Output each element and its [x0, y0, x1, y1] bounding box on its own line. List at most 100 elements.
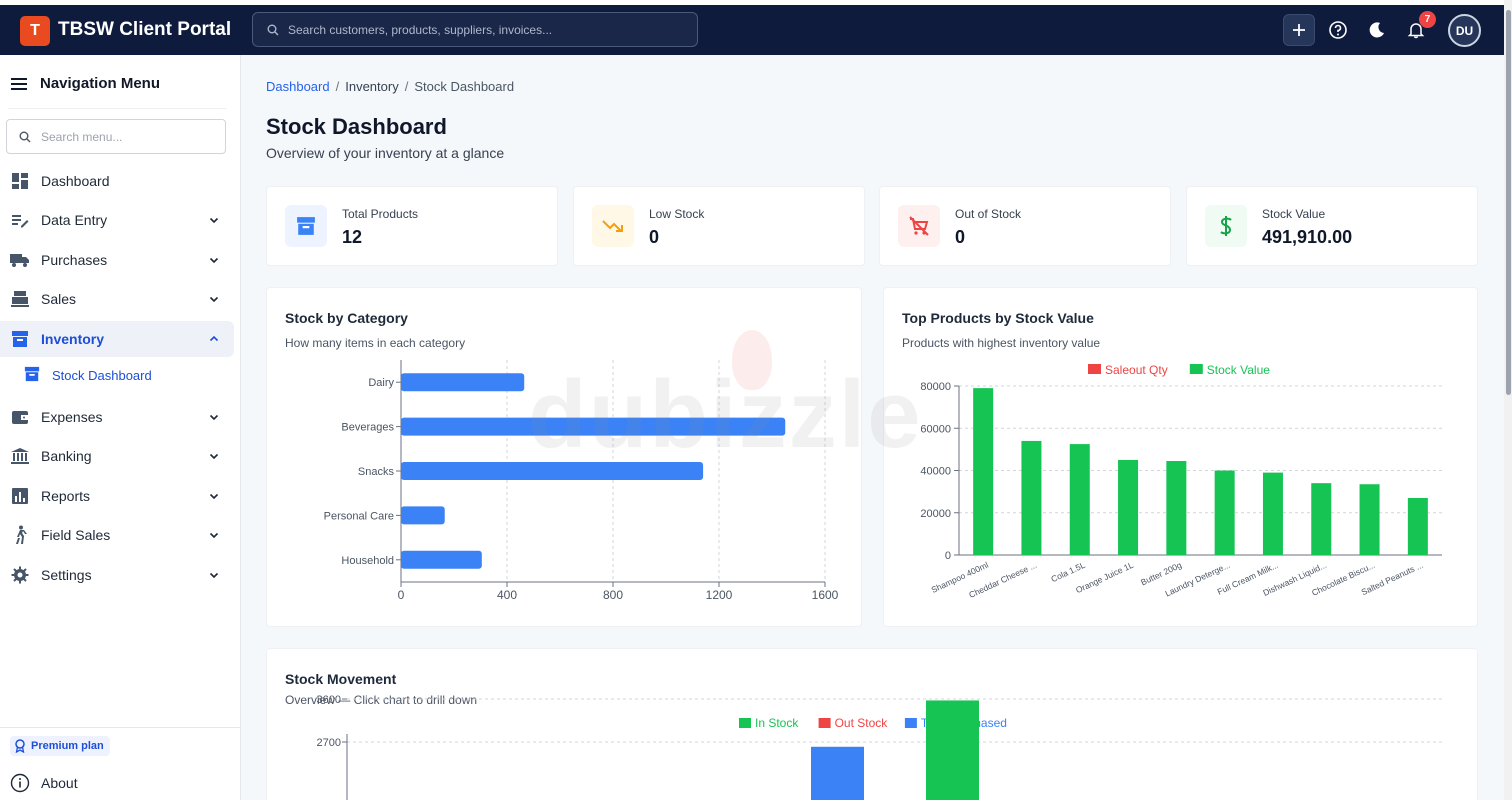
kpi-value: 0 [955, 227, 966, 247]
sidebar-item-inventory[interactable]: Inventory [0, 321, 234, 357]
legend-label: Out Stock [835, 716, 889, 730]
chevron-down-icon[interactable] [208, 490, 220, 502]
sidebar-item-data-entry[interactable]: Data Entry [0, 202, 234, 238]
sidebar-item-label: Inventory [41, 331, 105, 347]
x-tick-label: 1600 [812, 588, 839, 602]
stock-by-category-chart[interactable]: 0 400 800 1200 1600 Dairy Beverages Snacks Perso… [267, 288, 863, 628]
sidebar-item-about[interactable]: About [0, 770, 234, 796]
kpi-card-out-of-stock[interactable]: Out of Stock 0 [879, 186, 1171, 266]
archive-icon [285, 205, 327, 247]
hamburger-icon[interactable] [10, 77, 28, 91]
premium-plan-badge[interactable]: Premium plan [10, 736, 110, 756]
kpi-card-total-products[interactable]: Total Products 12 [266, 186, 558, 266]
chevron-down-icon[interactable] [208, 450, 220, 462]
bar [1214, 470, 1235, 555]
dollar-icon [1205, 205, 1247, 247]
kpi-label: Out of Stock [955, 207, 1022, 221]
x-tick-label: 1200 [706, 588, 733, 602]
breadcrumb: Dashboard / Inventory / Stock Dashboard [266, 79, 514, 94]
header-bar: T TBSW Client Portal 7 DU [0, 5, 1504, 55]
sidebar-item-banking[interactable]: Banking [0, 438, 234, 474]
premium-plan-label: Premium plan [31, 740, 104, 752]
legend-swatch [739, 718, 751, 728]
divider [8, 108, 226, 109]
help-button[interactable] [1322, 14, 1354, 46]
kpi-card-low-stock[interactable]: Low Stock 0 [573, 186, 865, 266]
cart-off-icon [898, 205, 940, 247]
card-title: Stock Movement [285, 671, 397, 687]
sidebar-item-label: Field Sales [41, 527, 111, 543]
notification-badge: 7 [1419, 11, 1436, 28]
truck-icon [10, 250, 30, 270]
register-icon [10, 289, 30, 309]
chevron-down-icon[interactable] [208, 254, 220, 266]
app-logo[interactable]: T [20, 16, 50, 46]
legend-label: In Stock [755, 716, 799, 730]
breadcrumb-inventory-link[interactable]: Inventory [345, 79, 399, 94]
bar [401, 373, 525, 392]
chevron-down-icon[interactable] [208, 293, 220, 305]
add-button[interactable] [1283, 14, 1315, 46]
chevron-down-icon[interactable] [208, 214, 220, 226]
bar [1407, 497, 1428, 555]
breadcrumb-dashboard-link[interactable]: Dashboard [266, 79, 330, 94]
sidebar-item-label: Sales [41, 291, 77, 307]
top-products-card: Top Products by Stock Value Products wit… [883, 287, 1478, 627]
sidebar-item-label: Dashboard [41, 173, 110, 189]
scrollbar-track[interactable] [1504, 0, 1512, 800]
bar [811, 746, 864, 800]
sidebar-item-reports[interactable]: Reports [0, 478, 234, 514]
legend-label: Saleout Qty [1105, 363, 1168, 377]
archive-icon [10, 329, 30, 349]
dashboard-icon [10, 171, 30, 191]
sidebar-item-label: Expenses [41, 409, 103, 425]
page-title: Stock Dashboard [266, 114, 447, 139]
chevron-down-icon[interactable] [208, 569, 220, 581]
user-avatar[interactable]: DU [1448, 14, 1481, 47]
sidebar-item-settings[interactable]: Settings [0, 557, 234, 593]
stock-movement-card: Stock Movement Overview — Click chart to… [266, 648, 1478, 800]
scrollbar-thumb[interactable] [1506, 10, 1511, 395]
legend-swatch [904, 718, 917, 728]
plus-icon [1293, 24, 1305, 36]
x-tick-label: 400 [497, 588, 517, 602]
bar [926, 700, 979, 800]
sidebar-item-field-sales[interactable]: Field Sales [0, 517, 234, 553]
y-tick-label: 80000 [920, 381, 951, 393]
x-tick-label: Cola 1.5L [1049, 560, 1086, 585]
top-products-chart[interactable]: Saleout Qty Stock Value 0 20000 40000 60000 80… [884, 288, 1479, 628]
kpi-card-stock-value[interactable]: Stock Value 491,910.00 [1186, 186, 1478, 266]
sidebar-item-sales[interactable]: Sales [0, 281, 234, 317]
theme-toggle-button[interactable] [1361, 14, 1393, 46]
chevron-down-icon[interactable] [208, 529, 220, 541]
search-icon [267, 24, 279, 35]
sidebar-subitem-stock-dashboard[interactable]: Stock Dashboard [0, 358, 234, 392]
bar [1118, 459, 1139, 555]
chevron-up-icon[interactable] [208, 333, 220, 345]
kpi-label: Total Products [342, 207, 419, 221]
kpi-label: Stock Value [1262, 207, 1326, 221]
bar [401, 417, 786, 436]
app-title[interactable]: TBSW Client Portal [58, 19, 232, 40]
sidebar-item-label: Banking [41, 448, 92, 464]
archive-icon [24, 366, 40, 382]
sidebar-item-label: About [41, 775, 78, 791]
menu-search-input[interactable] [41, 129, 211, 144]
info-icon [10, 773, 30, 793]
divider [0, 727, 240, 728]
sidebar-item-expenses[interactable]: Expenses [0, 399, 234, 435]
global-search[interactable] [252, 12, 698, 47]
chevron-down-icon[interactable] [208, 411, 220, 423]
y-tick-label: Beverages [341, 422, 394, 434]
sidebar-item-label: Settings [41, 567, 92, 583]
menu-search[interactable] [6, 119, 226, 154]
notifications-button[interactable] [1400, 14, 1432, 46]
sidebar-item-purchases[interactable]: Purchases [0, 242, 234, 278]
walk-icon [10, 525, 30, 545]
breadcrumb-current: Stock Dashboard [414, 79, 515, 94]
bar [1166, 460, 1187, 555]
sidebar-item-dashboard[interactable]: Dashboard [0, 163, 234, 199]
global-search-input[interactable] [288, 22, 688, 37]
help-icon [1329, 21, 1347, 39]
